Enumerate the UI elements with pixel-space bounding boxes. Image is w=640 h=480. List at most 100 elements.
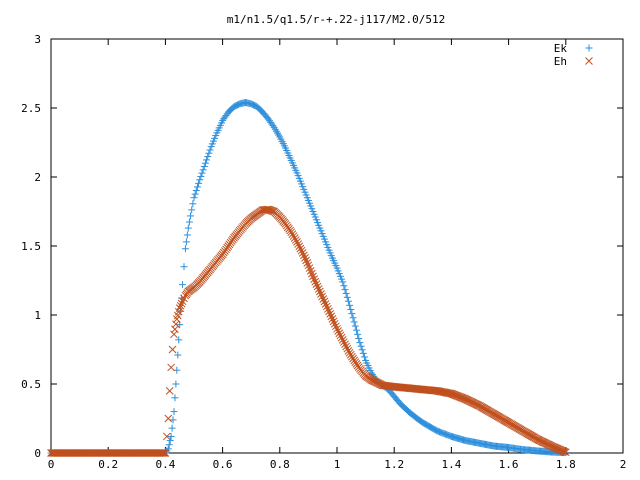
data-point bbox=[312, 280, 321, 288]
data-point bbox=[323, 305, 332, 313]
data-point bbox=[337, 333, 346, 342]
series-ek bbox=[47, 98, 570, 457]
data-point bbox=[314, 285, 323, 293]
data-point bbox=[169, 416, 177, 424]
data-point bbox=[166, 437, 174, 445]
data-point bbox=[195, 179, 203, 187]
chart-title: m1/n1.5/q1.5/r-+.22-j117/M2.0/512 bbox=[227, 13, 446, 26]
axis-ticks: 0 0.2 0.4 0.6 0.8 1 1.2 1.4 1.6 1.8 2 0 0.5 1 1.5 2 2.5 3 bbox=[21, 33, 626, 471]
data-point bbox=[291, 236, 300, 244]
data-point bbox=[346, 301, 354, 309]
data-point bbox=[168, 345, 177, 354]
data-point bbox=[333, 324, 341, 333]
data-point bbox=[191, 190, 199, 198]
data-point bbox=[346, 350, 355, 359]
data-point bbox=[305, 264, 314, 272]
data-point bbox=[338, 335, 347, 344]
x-tick-label: 1.8 bbox=[556, 458, 576, 471]
data-point bbox=[205, 149, 213, 157]
data-point bbox=[332, 322, 340, 331]
data-point bbox=[170, 330, 178, 339]
data-point bbox=[317, 290, 325, 298]
data-point bbox=[198, 169, 206, 177]
data-point bbox=[174, 351, 182, 359]
data-point bbox=[203, 156, 211, 164]
y-tick-label: 2.5 bbox=[21, 102, 41, 115]
plot-border bbox=[50, 38, 624, 454]
data-point bbox=[296, 244, 305, 253]
x-tick-label: 1.2 bbox=[384, 458, 404, 471]
data-point bbox=[196, 176, 204, 184]
data-point bbox=[269, 122, 277, 130]
data-point bbox=[311, 277, 320, 286]
data-point bbox=[307, 269, 316, 278]
data-point bbox=[327, 312, 336, 321]
data-point bbox=[171, 325, 179, 334]
data-point bbox=[164, 445, 172, 453]
data-point bbox=[355, 334, 363, 342]
legend-marker bbox=[585, 44, 593, 52]
data-point bbox=[168, 424, 176, 432]
y-tick-label: 3 bbox=[34, 33, 41, 46]
data-point bbox=[342, 342, 351, 351]
data-point bbox=[180, 263, 188, 271]
legend-label: Eh bbox=[554, 55, 567, 68]
series-eh bbox=[47, 205, 570, 457]
data-point bbox=[322, 302, 331, 311]
data-point bbox=[183, 231, 191, 239]
data-point bbox=[347, 305, 355, 313]
data-point bbox=[339, 278, 347, 286]
data-point bbox=[336, 331, 345, 340]
data-point bbox=[206, 146, 214, 154]
y-tick-label: 0 bbox=[34, 447, 41, 460]
x-tick-label: 0.2 bbox=[98, 458, 118, 471]
data-point bbox=[167, 432, 175, 440]
data-point bbox=[204, 153, 212, 161]
data-point bbox=[319, 295, 328, 303]
x-tick-label: 2 bbox=[620, 458, 627, 471]
data-point bbox=[313, 282, 322, 291]
data-point bbox=[295, 242, 304, 251]
data-point bbox=[348, 310, 356, 318]
data-point bbox=[164, 414, 173, 423]
data-point bbox=[330, 319, 339, 328]
data-point bbox=[185, 218, 193, 226]
data-point bbox=[187, 212, 195, 220]
data-point bbox=[301, 254, 309, 262]
x-tick-label: 1.4 bbox=[441, 458, 461, 471]
data-point bbox=[349, 354, 357, 363]
data-point bbox=[158, 449, 166, 457]
data-point bbox=[302, 256, 310, 265]
data-point bbox=[335, 329, 344, 338]
data-point bbox=[188, 206, 196, 214]
data-point bbox=[325, 307, 333, 316]
data-point bbox=[349, 314, 357, 322]
data-point bbox=[177, 299, 186, 308]
data-point bbox=[320, 297, 329, 306]
data-point bbox=[343, 293, 351, 301]
data-point bbox=[352, 326, 360, 334]
data-point bbox=[297, 246, 306, 255]
data-point bbox=[192, 187, 200, 195]
data-point bbox=[340, 282, 348, 290]
data-point bbox=[356, 339, 364, 347]
data-point bbox=[304, 261, 313, 270]
data-point bbox=[328, 315, 337, 323]
data-point bbox=[165, 387, 174, 395]
data-point bbox=[171, 394, 179, 402]
data-point bbox=[298, 249, 307, 257]
data-point bbox=[293, 238, 301, 246]
data-point bbox=[162, 432, 171, 441]
data-point bbox=[197, 172, 205, 180]
data-point bbox=[350, 318, 358, 326]
data-point bbox=[269, 207, 277, 215]
data-point bbox=[345, 348, 354, 357]
data-point bbox=[344, 347, 353, 355]
legend-label: Ek bbox=[554, 42, 568, 55]
data-point bbox=[310, 275, 318, 283]
data-point bbox=[326, 310, 334, 318]
data-point bbox=[184, 224, 192, 232]
x-tick-label: 0.8 bbox=[270, 458, 290, 471]
